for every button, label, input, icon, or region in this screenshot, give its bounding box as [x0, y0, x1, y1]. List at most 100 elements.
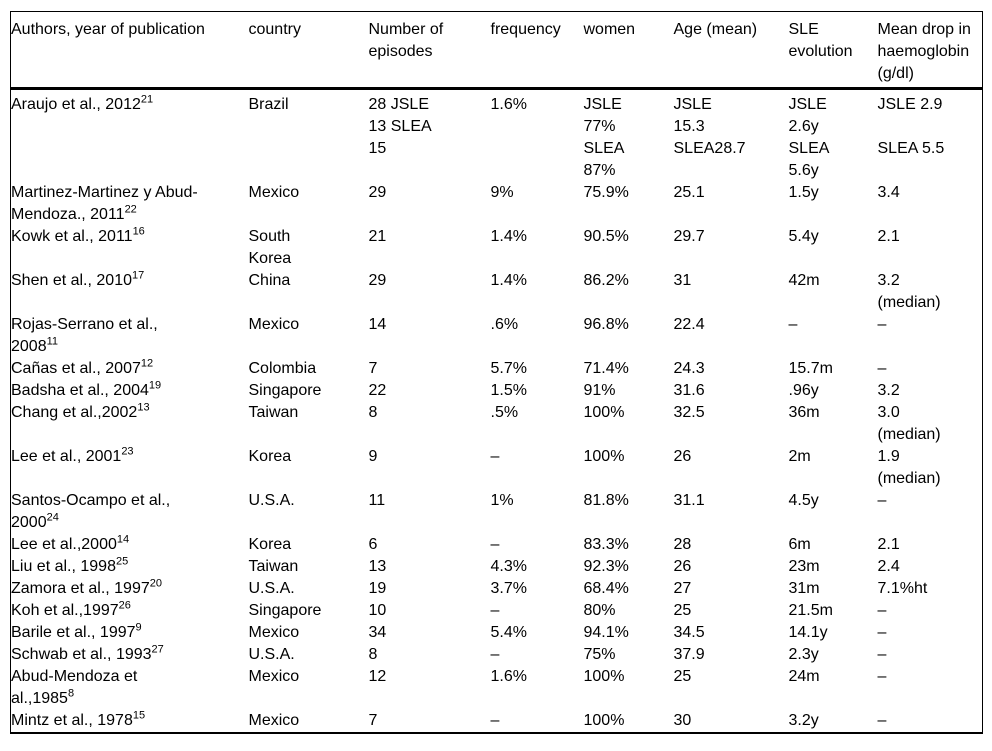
- author-cell: Badsha et al., 200419: [11, 379, 162, 399]
- age-cell: 25.1: [673, 184, 705, 201]
- mean-drop-cell: 1.9 (median): [877, 448, 941, 487]
- header-row: Authors, year of publication country Num…: [10, 11, 983, 90]
- author-cell: Liu et al., 199825: [11, 555, 129, 575]
- table-row: Badsha et al., 200419 Singapore 22 1.5% 91% 3…: [11, 380, 983, 402]
- age-cell: 31: [673, 272, 692, 289]
- mean-drop-cell: –: [877, 624, 887, 641]
- episodes-cell: 29: [368, 184, 387, 201]
- author-cell: Kowk et al., 201116: [11, 225, 145, 245]
- reference-superscript: 21: [140, 93, 154, 106]
- frequency-cell: –: [490, 712, 500, 729]
- sle-evolution-cell: 5.4y: [788, 228, 819, 245]
- sle-evolution-cell: 36m: [788, 404, 820, 421]
- author-cell: Shen et al., 201017: [11, 269, 145, 289]
- mean-drop-cell: –: [877, 360, 887, 377]
- author-cell: Cañas et al., 200712: [11, 357, 154, 377]
- reference-superscript: 23: [121, 445, 134, 458]
- table-header: Authors, year of publication country Num…: [10, 11, 983, 90]
- women-cell: 100%: [583, 668, 625, 685]
- episodes-cell: 8: [368, 646, 378, 663]
- column-header-frequency: frequency: [490, 11, 584, 90]
- sle-evolution-cell: .96y: [788, 382, 819, 399]
- mean-drop-cell: JSLE 2.9 SLEA 5.5: [877, 96, 945, 157]
- episodes-cell: 7: [368, 712, 378, 729]
- frequency-cell: –: [490, 646, 500, 663]
- episodes-cell: 19: [368, 580, 387, 597]
- frequency-cell: –: [490, 536, 500, 553]
- mean-drop-cell: –: [877, 712, 887, 729]
- frequency-cell: 5.4%: [490, 624, 527, 641]
- episodes-cell: 8: [368, 404, 378, 421]
- frequency-cell: 1%: [490, 492, 514, 509]
- reference-superscript: 8: [67, 687, 75, 700]
- reference-superscript: 19: [148, 379, 162, 392]
- frequency-cell: 1.6%: [490, 668, 527, 685]
- frequency-cell: 9%: [490, 184, 514, 201]
- frequency-cell: 1.4%: [490, 228, 527, 245]
- table-row: Kowk et al., 201116 South Korea 21 1.4% 90.5…: [11, 226, 983, 270]
- author-cell: Mintz et al., 197815: [11, 709, 146, 729]
- country-cell: Singapore: [248, 602, 322, 619]
- table-row: Lee et al.,200014 Korea 6 – 83.3% 28 6m 2.1: [11, 534, 983, 556]
- women-cell: 86.2%: [583, 272, 629, 289]
- country-cell: Colombia: [248, 360, 317, 377]
- age-cell: 22.4: [673, 316, 705, 333]
- frequency-cell: 3.7%: [490, 580, 527, 597]
- mean-drop-cell: 3.2: [877, 382, 900, 399]
- episodes-cell: 12: [368, 668, 387, 685]
- age-cell: 27: [673, 580, 692, 597]
- reference-superscript: 13: [137, 401, 150, 414]
- sle-evolution-cell: 31m: [788, 580, 820, 597]
- women-cell: 100%: [583, 712, 625, 729]
- age-cell: 28: [673, 536, 692, 553]
- table-row: Martinez-Martinez y Abud- Mendoza., 2011…: [11, 182, 983, 226]
- episodes-cell: 11: [368, 492, 386, 509]
- episodes-cell: 13: [368, 558, 387, 575]
- country-cell: Mexico: [248, 316, 300, 333]
- women-cell: 68.4%: [583, 580, 629, 597]
- country-cell: U.S.A.: [248, 580, 295, 597]
- reference-superscript: 27: [151, 643, 164, 656]
- mean-drop-cell: –: [877, 602, 887, 619]
- episodes-cell: 9: [368, 448, 378, 465]
- women-cell: 100%: [583, 448, 625, 465]
- sle-evolution-cell: 2.3y: [788, 646, 819, 663]
- sle-evolution-cell: 21.5m: [788, 602, 833, 619]
- author-cell: Schwab et al., 199327: [11, 643, 164, 663]
- women-cell: 83.3%: [583, 536, 629, 553]
- column-header-episodes: Number of episodes: [368, 11, 491, 90]
- table-row: Schwab et al., 199327 U.S.A. 8 – 75% 37.9 2.3y…: [11, 644, 983, 666]
- episodes-cell: 22: [368, 382, 387, 399]
- age-cell: JSLE 15.3 SLEA28.7: [673, 96, 746, 157]
- table-row: Lee et al., 200123 Korea 9 – 100% 26 2m 1.9 (me…: [11, 446, 983, 490]
- women-cell: 80%: [583, 602, 616, 619]
- table-row: Abud-Mendoza et al.,19858 Mexico 12 1.6% 100…: [11, 666, 983, 710]
- women-cell: 100%: [583, 404, 625, 421]
- author-cell: Barile et al., 19979: [11, 621, 142, 641]
- reference-superscript: 24: [46, 511, 59, 524]
- mean-drop-cell: 2.1: [877, 536, 900, 553]
- age-cell: 32.5: [673, 404, 705, 421]
- age-cell: 25: [673, 602, 692, 619]
- mean-drop-cell: 3.2 (median): [877, 272, 941, 311]
- reference-superscript: 25: [115, 555, 129, 568]
- table-row: Cañas et al., 200712 Colombia 7 5.7% 71.4% 24…: [11, 358, 983, 380]
- author-cell: Martinez-Martinez y Abud- Mendoza., 2011…: [11, 184, 198, 223]
- episodes-cell: 14: [368, 316, 387, 333]
- women-cell: 91%: [583, 382, 616, 399]
- women-cell: 75%: [583, 646, 616, 663]
- column-header-sle-evolution: SLE evolution: [788, 11, 878, 90]
- frequency-cell: –: [490, 602, 500, 619]
- reference-superscript: 9: [135, 621, 142, 634]
- frequency-cell: 5.7%: [490, 360, 527, 377]
- table-row: Shen et al., 201017 China 29 1.4% 86.2% 31 42m…: [11, 270, 983, 314]
- sle-evolution-cell: 3.2y: [788, 712, 819, 729]
- column-header-age-mean: Age (mean): [673, 11, 789, 90]
- women-cell: 92.3%: [583, 558, 629, 575]
- age-cell: 37.9: [673, 646, 705, 663]
- sle-evolution-cell: JSLE 2.6y SLEA 5.6y: [788, 96, 830, 179]
- reference-superscript: 16: [132, 225, 145, 238]
- sle-evolution-cell: –: [788, 316, 798, 333]
- author-cell: Koh et al.,199726: [11, 599, 131, 619]
